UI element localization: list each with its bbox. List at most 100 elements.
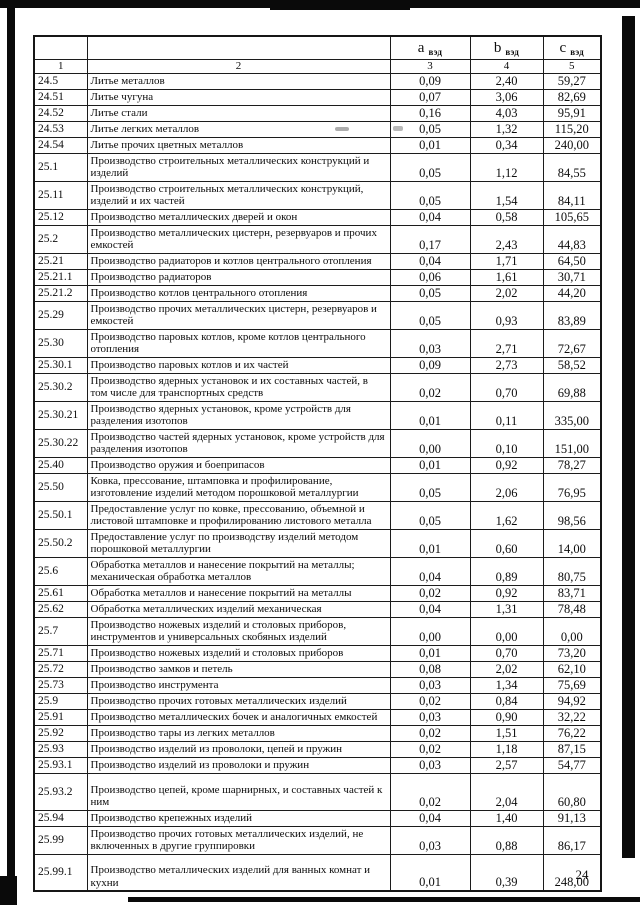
table-row: 25.12 Производство металлических дверей и… [33,208,602,226]
row-value-a: 0,03 [389,328,471,358]
row-code: 25.61 [33,584,88,602]
row-value-c: 98,56 [542,500,602,530]
row-value-a: 0,04 [389,809,471,827]
table-row: 25.21.2 Производство котлов центрального … [33,284,602,302]
row-code: 25.91 [33,708,88,726]
row-value-b: 0,60 [469,528,544,558]
row-value-b: 0,70 [469,644,544,662]
row-name: Производство строительных металлических … [86,152,391,182]
row-code: 25.99.1 [33,853,88,892]
row-code: 25.7 [33,616,88,646]
row-value-b: 2,40 [469,72,544,90]
row-code: 25.50 [33,472,88,502]
row-code: 24.52 [33,104,88,122]
row-name: Производство крепежных изделий [86,809,391,827]
row-value-a: 0,06 [389,268,471,286]
row-code: 25.93.1 [33,756,88,774]
row-value-c: 32,22 [542,708,602,726]
row-code: 25.21 [33,252,88,270]
table-row: 25.40 Производство оружия и боеприпасов 0,… [33,456,602,474]
table-row: 24.54 Литье прочих цветных металлов 0,01 0,… [33,136,602,154]
scan-edge-top [0,0,640,10]
row-code: 25.30.1 [33,356,88,374]
row-value-c: 82,69 [542,88,602,106]
row-value-b: 2,06 [469,472,544,502]
row-value-c: 76,22 [542,724,602,742]
row-value-c: 83,89 [542,300,602,330]
row-code: 25.93.2 [33,772,88,811]
scan-edge-left [7,5,15,905]
row-value-c: 84,55 [542,152,602,182]
row-code: 24.53 [33,120,88,138]
row-value-b: 0,89 [469,556,544,586]
row-value-c: 78,48 [542,600,602,618]
row-value-b: 0,00 [469,616,544,646]
row-name: Производство замков и петель [86,660,391,678]
table-row: 25.9 Производство прочих готовых металлич… [33,692,602,710]
row-value-a: 0,05 [389,120,471,138]
row-name: Производство оружия и боеприпасов [86,456,391,474]
row-code: 25.2 [33,224,88,254]
var-a-symbol: a [417,39,425,56]
row-name: Производство металлических изделий для в… [86,853,391,892]
row-code: 25.73 [33,676,88,694]
row-code: 25.62 [33,600,88,618]
row-value-c: 83,71 [542,584,602,602]
row-name: Производство прочих готовых металлически… [86,825,391,855]
row-code: 25.94 [33,809,88,827]
row-name: Литье прочих цветных металлов [86,136,391,154]
var-b-subscript: вэд [505,46,520,57]
row-name: Производство изделий из проволоки, цепей… [86,740,391,758]
row-value-a: 0,16 [389,104,471,122]
row-value-b: 1,32 [469,120,544,138]
row-value-a: 0,04 [389,556,471,586]
row-code: 25.30.22 [33,428,88,458]
var-b-symbol: b [493,39,502,56]
row-value-c: 240,00 [542,136,602,154]
table-row: 24.53 Литье легких металлов 0,05 1,32 115,20 [33,120,602,138]
row-value-a: 0,01 [389,528,471,558]
table-row: 25.71 Производство ножевых изделий и стол… [33,644,602,662]
row-name: Производство прочих готовых металлически… [86,692,391,710]
table-row: 25.62 Обработка металлических изделий мех… [33,600,602,618]
row-value-b: 1,54 [469,180,544,210]
table-row: 25.91 Производство металлических бочек и … [33,708,602,726]
row-value-b: 1,61 [469,268,544,286]
row-value-c: 86,17 [542,825,602,855]
row-value-b: 2,02 [469,660,544,678]
table-row: 25.30.2 Производство ядерных установок и … [33,372,602,402]
row-code: 24.51 [33,88,88,106]
row-value-a: 0,02 [389,584,471,602]
row-value-c: 95,91 [542,104,602,122]
okved-coefficients-table: a вэд b вэд c вэд 1 2 3 4 5 24.5 Литье ме… [33,35,602,892]
row-name: Ковка, прессование, штамповка и профилир… [86,472,391,502]
row-code: 25.29 [33,300,88,330]
row-code: 25.50.1 [33,500,88,530]
row-code: 25.99 [33,825,88,855]
row-code: 25.1 [33,152,88,182]
row-value-b: 0,11 [469,400,544,430]
table-row: 25.29 Производство прочих металлических ц… [33,300,602,330]
row-code: 25.30 [33,328,88,358]
header-empty-code [33,35,88,60]
row-code: 25.71 [33,644,88,662]
row-value-b: 0,84 [469,692,544,710]
row-name: Обработка металлических изделий механиче… [86,600,391,618]
row-value-a: 0,05 [389,180,471,210]
row-name: Производство паровых котлов и их частей [86,356,391,374]
row-name: Производство радиаторов [86,268,391,286]
row-value-b: 3,06 [469,88,544,106]
row-value-b: 2,71 [469,328,544,358]
row-value-c: 72,67 [542,328,602,358]
table-column-numbering-row: 1 2 3 4 5 [33,58,602,74]
table-row: 25.2 Производство металлических цистерн, … [33,224,602,254]
table-row: 25.99.1 Производство металлических издели… [33,853,602,892]
column-number-5: 5 [542,58,602,74]
row-code: 25.50.2 [33,528,88,558]
row-value-c: 87,15 [542,740,602,758]
row-name: Обработка металлов и нанесение покрытий … [86,584,391,602]
row-value-a: 0,00 [389,616,471,646]
row-value-c: 64,50 [542,252,602,270]
row-value-a: 0,01 [389,136,471,154]
column-number-4: 4 [469,58,544,74]
